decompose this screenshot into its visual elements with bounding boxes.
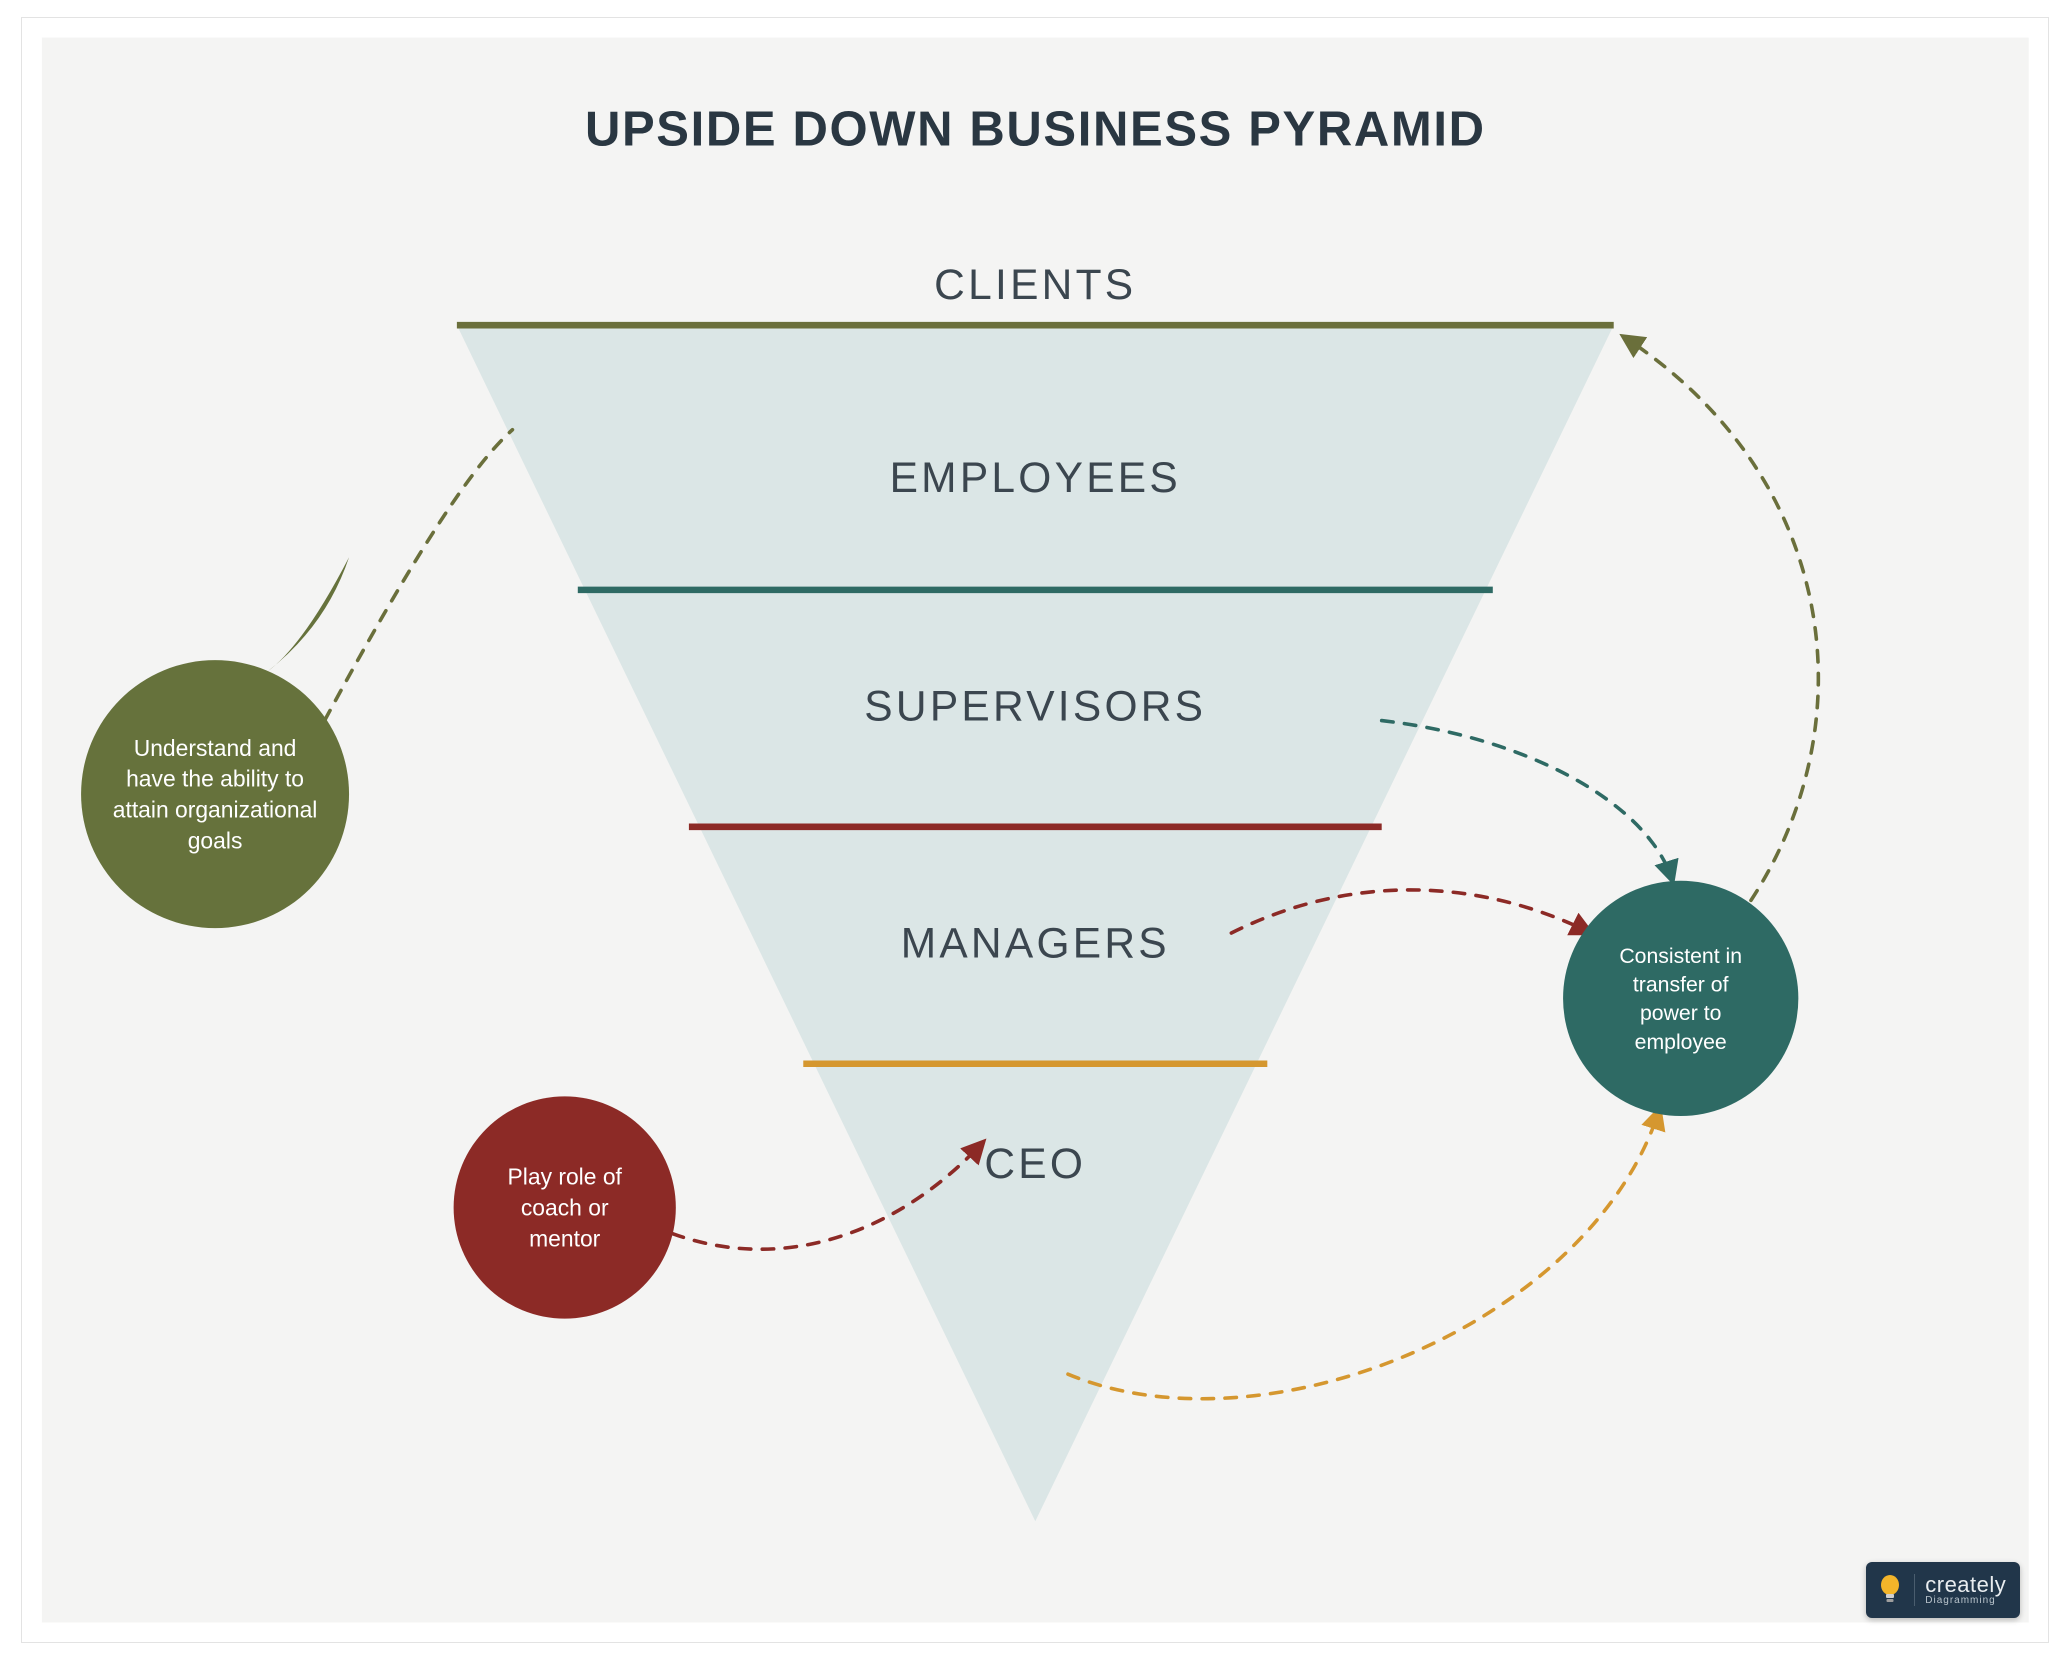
logo-brand: creately [1925, 1574, 2006, 1596]
bubble-power: Consistent in transfer of power to employee [1563, 881, 1798, 1116]
diagram-frame: UPSIDE DOWN BUSINESS PYRAMID CLIENTS EMPLO… [21, 17, 2050, 1643]
pyramid-level-employees: EMPLOYEES [889, 455, 1180, 502]
bubble-power-line-1: transfer of [1633, 972, 1729, 996]
bubble-power-line-3: employee [1634, 1030, 1726, 1054]
creately-logo: creately Diagramming [1866, 1562, 2020, 1618]
logo-tagline: Diagramming [1925, 1596, 2006, 1606]
pyramid-level-supervisors: SUPERVISORS [864, 684, 1206, 731]
diagram-title: UPSIDE DOWN BUSINESS PYRAMID [585, 102, 1486, 156]
logo-text: creately Diagramming [1914, 1574, 2006, 1606]
bubble-goals-line-2: attain organizational [112, 796, 317, 822]
bubble-power-line-2: power to [1640, 1001, 1721, 1025]
bubble-coach-line-0: Play role of [507, 1164, 622, 1190]
pyramid-level-managers: MANAGERS [900, 920, 1169, 967]
bubble-power-line-0: Consistent in [1619, 944, 1742, 968]
bubble-coach-line-1: coach or [521, 1194, 609, 1220]
diagram-svg: UPSIDE DOWN BUSINESS PYRAMID CLIENTS EMPLO… [22, 18, 2049, 1642]
pyramid-level-ceo: CEO [984, 1141, 1086, 1188]
bubble-goals-line-1: have the ability to [126, 766, 304, 792]
pyramid-level-clients: CLIENTS [934, 262, 1136, 309]
bubble-goals-line-3: goals [187, 827, 242, 853]
bubble-goals-line-0: Understand and [133, 735, 296, 761]
bubble-coach: Play role of coach or mentor [453, 1096, 675, 1318]
bubble-coach-line-2: mentor [529, 1225, 601, 1251]
logo-bulb-icon [1876, 1570, 1904, 1610]
